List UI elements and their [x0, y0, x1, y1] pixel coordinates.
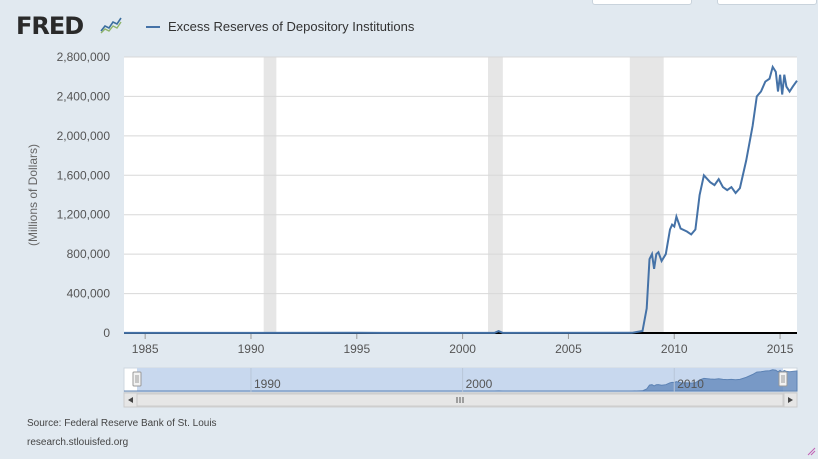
navigator-label: 2010 — [677, 377, 704, 391]
legend-label: Excess Reserves of Depository Institutio… — [168, 19, 415, 34]
download-button[interactable] — [592, 0, 692, 5]
scroll-right-arrow-icon — [788, 397, 793, 403]
x-tick-label: 2010 — [661, 342, 688, 356]
navigator-labels: 1990 2000 2010 — [250, 368, 704, 392]
x-tick-label: 2000 — [449, 342, 476, 356]
y-axis-ticks: 0 400,000 800,000 1,200,000 1,600,000 2,000,0… — [57, 50, 111, 340]
fred-line-icon — [100, 16, 122, 34]
navigator-label: 1990 — [254, 377, 281, 391]
legend[interactable]: Excess Reserves of Depository Institutio… — [146, 19, 414, 34]
navigator-label: 2000 — [466, 377, 493, 391]
y-tick-label: 2,800,000 — [57, 50, 111, 64]
navigator-handle-right[interactable] — [778, 371, 788, 387]
scrollbar[interactable] — [123, 392, 798, 408]
y-tick-label: 0 — [103, 326, 110, 340]
legend-swatch — [146, 25, 160, 28]
resize-icon[interactable] — [806, 446, 816, 456]
x-tick-label: 1985 — [132, 342, 159, 356]
y-tick-label: 1,200,000 — [57, 208, 111, 222]
y-tick-label: 1,600,000 — [57, 168, 111, 182]
x-tick-label: 2005 — [555, 342, 582, 356]
recession-band — [263, 57, 277, 333]
edit-graph-button[interactable] — [717, 0, 817, 5]
logo-text: FRED — [16, 12, 84, 40]
gridlines — [124, 56, 797, 295]
x-tick-label: 1990 — [238, 342, 265, 356]
y-axis-label: (Millions of Dollars) — [26, 144, 40, 246]
recession-shading — [263, 57, 664, 333]
y-tick-label: 400,000 — [67, 287, 111, 301]
plot-area — [124, 57, 797, 333]
scroll-left-arrow-icon — [128, 397, 133, 403]
source-link[interactable]: research.stlouisfed.org — [27, 437, 129, 448]
series-line[interactable] — [124, 64, 798, 334]
y-tick-label: 800,000 — [67, 247, 111, 261]
x-axis-ticks: 1985 1990 1995 2000 2005 2010 2015 — [132, 333, 794, 356]
recession-band — [488, 57, 503, 333]
x-tick-label: 2015 — [767, 342, 794, 356]
recession-band — [629, 57, 664, 333]
navigator-series-area — [124, 369, 798, 392]
source-text: Source: Federal Reserve Bank of St. Loui… — [27, 418, 217, 429]
navigator[interactable]: 1990 2000 2010 — [123, 367, 798, 393]
x-tick-label: 1995 — [343, 342, 370, 356]
navigator-handle-left[interactable] — [132, 371, 142, 387]
scroll-grip-icon — [456, 397, 464, 403]
y-tick-label: 2,400,000 — [57, 89, 111, 103]
y-tick-label: 2,000,000 — [57, 129, 111, 143]
